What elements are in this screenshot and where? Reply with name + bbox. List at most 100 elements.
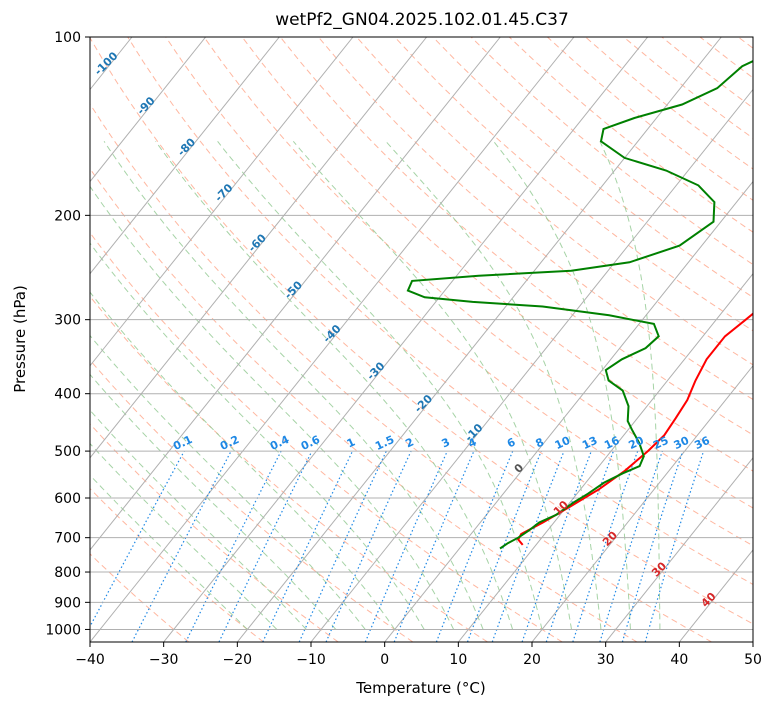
temperature-line [516, 312, 753, 546]
dry-adiabat [318, 37, 753, 401]
mixing-ratio-line [644, 450, 705, 642]
mixing-ratio-line [325, 450, 412, 642]
isotherm [531, 364, 753, 642]
isotherm [236, 37, 722, 642]
mixing-ratio-label: 1.5 [373, 433, 396, 453]
y-tick-label: 200 [54, 208, 81, 224]
dry-adiabat [165, 37, 753, 547]
dry-adiabat [90, 423, 339, 642]
dry-adiabat [203, 37, 753, 509]
dry-adiabat [127, 37, 753, 586]
isotherm-label: 30 [649, 559, 669, 579]
moist-adiabat [90, 334, 366, 630]
isotherm [90, 37, 207, 183]
isotherm [678, 549, 753, 642]
mixing-ratio-line [218, 450, 313, 642]
y-tick-label: 400 [54, 387, 81, 403]
pressure-gridlines [90, 37, 753, 630]
isotherm [0, 37, 58, 642]
plot-frame [89, 36, 754, 643]
mixing-ratio-line [393, 450, 475, 642]
moist-adiabat [90, 185, 455, 630]
mixing-ratio-line [90, 450, 185, 628]
moist-adiabat [90, 474, 248, 630]
x-tick-label: −40 [75, 652, 105, 668]
mixing-ratio-line [262, 450, 354, 642]
isotherm-label: -20 [412, 392, 435, 415]
isotherm-label: -50 [282, 278, 305, 301]
moist-adiabat [90, 442, 278, 630]
moist-adiabat [292, 140, 572, 630]
y-tick-label: 700 [54, 531, 81, 547]
mixing-ratio-label: 36 [692, 434, 712, 452]
mixing-ratio-label: 0.4 [268, 433, 291, 453]
isotherm-label: -30 [364, 359, 387, 382]
mixing-ratio-label: 0.1 [171, 433, 194, 453]
isotherm [90, 37, 354, 367]
moist-adiabat [103, 141, 484, 630]
mixing-ratio-line [572, 450, 639, 642]
mixing-ratio-label: 20 [627, 434, 647, 452]
x-tick-label: 20 [523, 652, 541, 668]
y-tick-label: 1000 [45, 622, 81, 638]
x-tick-label: −20 [223, 652, 253, 668]
y-tick-label: 900 [54, 595, 81, 611]
dry-adiabat [547, 37, 753, 201]
isotherm [310, 88, 753, 642]
isotherm-label: -60 [246, 231, 269, 254]
y-tick-label: 800 [54, 565, 81, 581]
dry-adiabat [241, 37, 753, 472]
x-tick-label: 30 [597, 652, 615, 668]
dry-adiabat [90, 103, 712, 642]
moist-adiabat [217, 140, 543, 630]
dry-adiabat [737, 37, 753, 49]
y-tick-label: 100 [54, 30, 81, 46]
isotherm [90, 37, 575, 642]
x-axis-label: Temperature (°C) [355, 679, 485, 697]
dry-adiabat [90, 231, 563, 642]
dry-adiabat [90, 37, 753, 625]
background-lines [0, 37, 753, 642]
dry-adiabat [356, 37, 753, 366]
isotherm-label: 0 [512, 461, 527, 476]
moist-adiabat [493, 140, 631, 630]
isotherm-label: -70 [212, 181, 235, 204]
dry-adiabat [90, 553, 190, 642]
isotherm [605, 457, 753, 642]
isotherm-label: -10 [462, 421, 485, 444]
mixing-ratio-line [521, 450, 592, 642]
x-axis-ticks: −40 −30 −20 −10 0 10 20 30 40 50 [75, 642, 762, 668]
isotherm-label: 20 [600, 529, 620, 549]
mixing-ratio-line [466, 450, 542, 642]
x-tick-label: −10 [296, 652, 326, 668]
chart-title: wetPf2_GN04.2025.102.01.45.C37 [275, 10, 569, 30]
dry-adiabat [699, 37, 753, 79]
y-tick-label: 600 [54, 491, 81, 507]
y-axis-label: Pressure (hPa) [11, 285, 29, 393]
dry-adiabat [90, 487, 264, 642]
mixing-ratio-label: 30 [672, 434, 692, 452]
isotherm [163, 37, 649, 642]
mixing-ratio-line [298, 450, 387, 642]
moist-adiabat [385, 140, 602, 630]
moist-adiabat [599, 141, 661, 630]
isotherm [457, 272, 753, 642]
x-tick-label: 10 [449, 652, 467, 668]
mixing-ratio-label: 25 [651, 434, 670, 452]
mixing-ratio-line [599, 450, 663, 642]
mixing-ratio-label: 6 [505, 435, 518, 450]
dry-adiabat [585, 37, 753, 170]
mixing-ratio-line [364, 450, 448, 642]
y-tick-label: 300 [54, 313, 81, 329]
x-tick-label: 50 [744, 652, 762, 668]
dry-adiabat [470, 37, 753, 266]
mixing-ratio-line [491, 450, 565, 642]
isotherm-label: -100 [92, 49, 121, 78]
mixing-ratio-label: 3 [440, 435, 452, 450]
mixing-ratio-label: 13 [580, 434, 599, 452]
mixing-ratio-label: 0.2 [218, 433, 241, 453]
mixing-ratio-label: 0.6 [299, 433, 322, 453]
dry-adiabat [508, 37, 753, 233]
dewpoint-line [406, 60, 753, 550]
